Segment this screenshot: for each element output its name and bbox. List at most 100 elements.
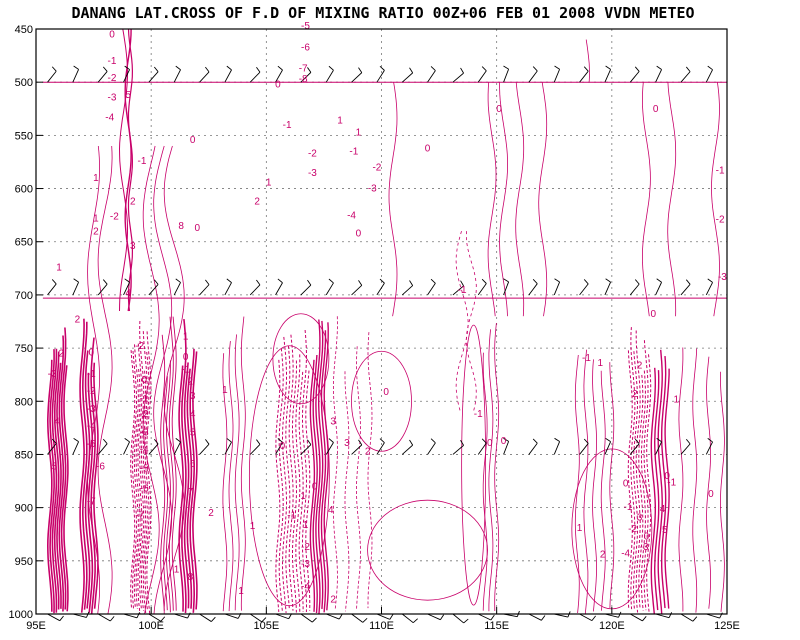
contour-label: -3 <box>48 369 57 380</box>
contour-label: -5 <box>301 21 310 32</box>
wind-barb-staff <box>174 70 180 82</box>
contour-label: 0 <box>708 489 714 500</box>
contour-label: -2 <box>308 149 317 160</box>
wind-barb-flag <box>431 439 435 443</box>
wind-barb-staff <box>174 442 180 454</box>
wind-barb-staff <box>681 284 690 295</box>
wind-barb-flag <box>635 280 639 285</box>
wind-barb-flag <box>103 280 107 285</box>
wind-barb-flag <box>431 66 435 70</box>
contour-label: 1 <box>238 586 244 597</box>
wind-barb-flag <box>657 438 662 441</box>
contour-label: -3 <box>87 404 96 415</box>
wind-barb-staff <box>529 71 537 82</box>
wind-barb-staff <box>73 442 79 455</box>
contour-label: 2 <box>188 376 194 387</box>
wind-barb-staff <box>326 283 333 295</box>
contour-line <box>357 346 361 610</box>
contour-label: 0 <box>501 436 507 447</box>
wind-barb-flag <box>278 66 283 70</box>
contour-label: -2 <box>135 341 144 352</box>
contour-label: 1 <box>337 116 343 127</box>
contour-loop <box>462 325 486 605</box>
wind-barb-staff <box>428 283 436 295</box>
wind-barb-staff <box>402 614 413 623</box>
contour-label: -4 <box>140 444 149 455</box>
wind-barb-staff <box>174 282 180 294</box>
wind-barb-staff <box>352 285 362 295</box>
contour-label: 1 <box>356 127 362 138</box>
contour-label: 0 <box>194 223 200 234</box>
contour-label: 0 <box>183 352 189 363</box>
wind-barb-flag <box>592 616 596 621</box>
wind-barb-staff <box>276 283 283 295</box>
wind-barb-staff <box>250 72 260 82</box>
wind-barb-flag <box>410 440 413 445</box>
wind-barb-staff <box>225 70 232 82</box>
wind-barb-flag <box>440 615 443 620</box>
contour-line <box>368 332 372 608</box>
wind-barb-staff <box>478 443 486 454</box>
y-axis-ticks: 4505005506006507007508008509009501000 <box>9 24 43 621</box>
contour-label: -7 <box>299 64 308 75</box>
wind-barb-staff <box>580 284 589 295</box>
contour-label: 1 <box>577 523 583 534</box>
contour-label: -1 <box>624 502 633 513</box>
contour-line <box>333 316 337 610</box>
wind-barb-staff <box>529 443 537 454</box>
contour-label: -7 <box>87 496 96 507</box>
x-tick-label: 95E <box>26 620 46 632</box>
contour-label: 7 <box>188 487 194 498</box>
wind-barb-flag <box>503 66 508 69</box>
wind-barb-staff <box>706 70 712 83</box>
contour-label: 2 <box>330 594 336 605</box>
contour-label: -1 <box>582 353 591 364</box>
wind-barb-staff <box>377 443 385 455</box>
contour-label: 6 <box>190 459 196 470</box>
wind-barb-flag <box>205 67 209 72</box>
wind-barb-flag <box>584 279 588 283</box>
wind-barb-flag <box>60 616 64 621</box>
wind-barb-flag <box>205 439 209 444</box>
wind-barb-staff <box>352 73 362 83</box>
contour-label: 2 <box>75 315 81 326</box>
wind-barb-staff <box>200 285 209 295</box>
contour-line <box>235 334 239 610</box>
wind-barb-staff <box>402 445 412 454</box>
wind-barb-flag <box>358 68 361 73</box>
wind-barb-flag <box>555 66 560 69</box>
contour-label: -4 <box>105 112 114 123</box>
contour-label: -1 <box>283 120 292 131</box>
contour-label: 0 <box>356 228 362 239</box>
contour-label: -3 <box>718 272 727 283</box>
contour-label: 5 <box>52 461 58 472</box>
contour-label: 4 <box>660 504 666 515</box>
wind-barb-flag <box>606 438 611 441</box>
wind-barb-staff <box>529 614 541 620</box>
contour-label: -6 <box>140 484 149 495</box>
contour-label: 1 <box>598 358 604 369</box>
wind-barb-staff <box>706 442 712 455</box>
wind-barb-flag <box>503 279 508 282</box>
contour-label: 1 <box>174 565 180 576</box>
contour-label: 0 <box>312 482 318 493</box>
wind-barb-flag <box>461 68 464 73</box>
wind-barb-flag <box>227 438 232 442</box>
wind-barb-flag <box>555 279 560 282</box>
wind-barb-flag <box>363 618 367 622</box>
wind-barb-staff <box>225 442 232 454</box>
wind-barb-staff <box>453 614 464 623</box>
wind-barb-staff <box>529 284 537 295</box>
y-tick-label: 500 <box>15 77 33 89</box>
contour-label: 0 <box>275 80 281 91</box>
wind-barb-staff <box>402 286 412 295</box>
wind-barb-flag <box>74 279 79 282</box>
wind-barb-flag <box>686 67 690 72</box>
wind-barb-staff <box>453 73 464 82</box>
wind-barb-flag <box>103 67 107 72</box>
wind-barb-flag <box>482 279 486 283</box>
wind-barb-flag <box>533 279 537 283</box>
contour-label: -4 <box>621 549 630 560</box>
wind-barb-staff <box>656 282 662 295</box>
wind-barb-staff <box>681 72 690 83</box>
